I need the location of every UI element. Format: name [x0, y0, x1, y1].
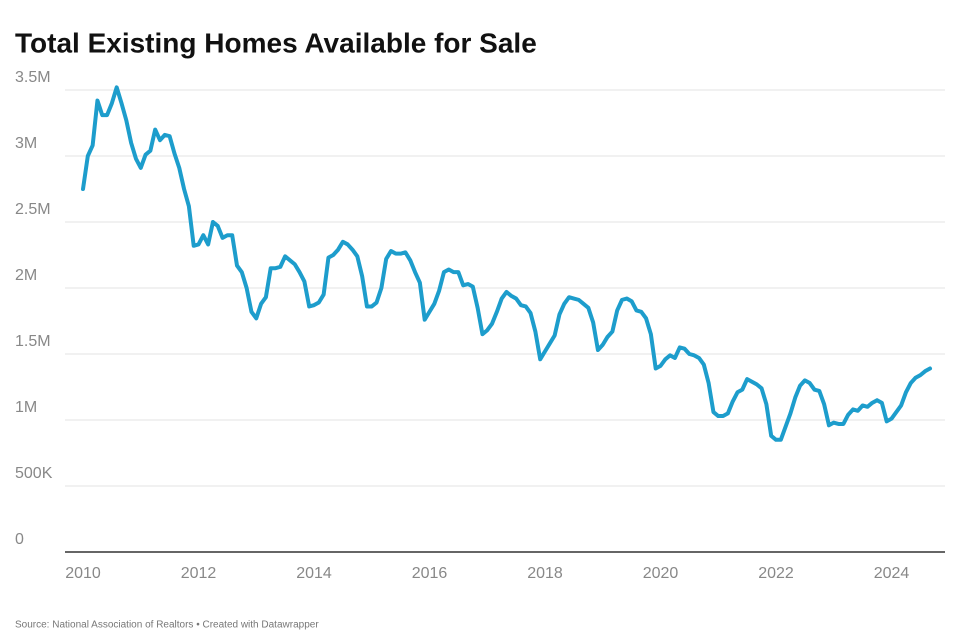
x-tick-label: 2018: [527, 565, 563, 582]
x-tick-label: 2022: [758, 565, 794, 582]
y-tick-label: 0: [15, 531, 24, 548]
data-line: [81, 85, 932, 442]
y-tick-label: 1M: [15, 399, 37, 416]
y-tick-label: 2.5M: [15, 201, 51, 218]
y-tick-label: 3.5M: [15, 69, 51, 86]
x-tick-label: 2016: [412, 565, 448, 582]
x-tick-label: 2024: [874, 565, 910, 582]
chart-title: Total Existing Homes Available for Sale: [15, 27, 537, 58]
x-tick-label: 2010: [65, 565, 101, 582]
source-note: Source: National Association of Realtors…: [15, 620, 319, 631]
y-tick-label: 2M: [15, 267, 37, 284]
y-tick-label: 3M: [15, 135, 37, 152]
x-tick-label: 2012: [181, 565, 217, 582]
y-tick-label: 500K: [15, 465, 53, 482]
x-tick-label: 2014: [296, 565, 332, 582]
y-tick-label: 1.5M: [15, 333, 51, 350]
x-tick-label: 2020: [643, 565, 679, 582]
